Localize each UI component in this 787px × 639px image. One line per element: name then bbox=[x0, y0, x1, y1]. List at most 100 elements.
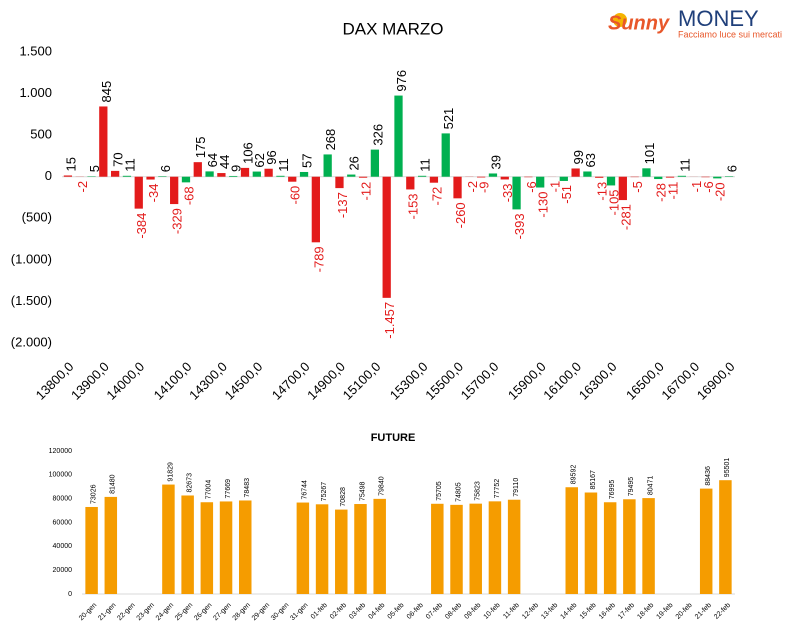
bar bbox=[219, 501, 233, 594]
data-label: -789 bbox=[311, 246, 326, 272]
x-tick-label: 28-gen bbox=[232, 602, 252, 622]
y-tick-label: (500) bbox=[22, 210, 52, 225]
x-tick-label: 16300,0 bbox=[576, 359, 620, 403]
data-label: -1 bbox=[547, 181, 562, 193]
bar bbox=[347, 174, 356, 177]
x-tick-label: 15-feb bbox=[579, 602, 598, 621]
data-label: 78483 bbox=[244, 478, 251, 498]
bar bbox=[394, 95, 403, 177]
data-label: -68 bbox=[181, 186, 196, 205]
data-label: -9 bbox=[477, 181, 492, 193]
data-label: 95501 bbox=[724, 458, 731, 478]
data-label: 106 bbox=[240, 142, 255, 164]
bar bbox=[85, 506, 98, 594]
x-tick-label: 02-feb bbox=[329, 602, 348, 621]
data-label: 845 bbox=[99, 81, 114, 103]
bar bbox=[595, 176, 604, 178]
x-tick-label: 24-gen bbox=[155, 602, 175, 622]
bar bbox=[354, 504, 367, 594]
data-label: 70 bbox=[111, 152, 126, 166]
data-label: -1.457 bbox=[382, 302, 397, 339]
data-label: 79840 bbox=[379, 476, 386, 496]
data-label: -5 bbox=[630, 181, 645, 193]
x-tick-label: 26-gen bbox=[193, 602, 213, 622]
data-label: -384 bbox=[134, 213, 149, 239]
bar bbox=[488, 501, 502, 594]
bar bbox=[181, 495, 194, 594]
bar bbox=[104, 496, 118, 594]
data-label: 77752 bbox=[494, 479, 501, 499]
x-tick-label: 13800,0 bbox=[33, 359, 77, 403]
data-label: -137 bbox=[335, 192, 350, 218]
data-label: -153 bbox=[406, 193, 421, 219]
x-tick-label: 16700,0 bbox=[658, 359, 702, 403]
data-label: 88436 bbox=[705, 466, 712, 486]
data-label: 75705 bbox=[436, 481, 443, 501]
data-label: -130 bbox=[536, 192, 551, 218]
x-tick-label: 14500,0 bbox=[222, 359, 266, 403]
bar bbox=[583, 171, 592, 177]
x-tick-label: 15500,0 bbox=[422, 359, 466, 403]
x-tick-label: 21-gen bbox=[97, 602, 117, 622]
bar bbox=[146, 176, 155, 180]
x-tick-label: 16100,0 bbox=[540, 359, 584, 403]
data-label: 74805 bbox=[455, 482, 462, 502]
x-tick-label: 23-gen bbox=[136, 602, 156, 622]
bar bbox=[477, 176, 486, 178]
data-label: 326 bbox=[370, 124, 385, 146]
bar bbox=[417, 175, 427, 177]
bar bbox=[699, 488, 713, 594]
data-label: 11 bbox=[418, 158, 433, 172]
x-tick-label: 16500,0 bbox=[623, 359, 667, 403]
data-label: -6 bbox=[701, 181, 716, 193]
data-label: -105 bbox=[606, 189, 621, 215]
bar bbox=[99, 106, 108, 177]
y-tick-label: 0 bbox=[45, 168, 52, 183]
data-label: 11 bbox=[677, 158, 692, 172]
y-tick-label: 60000 bbox=[53, 519, 73, 526]
bar bbox=[252, 171, 261, 177]
y-tick-label: 1.000 bbox=[19, 85, 52, 100]
x-tick-label: 01-feb bbox=[310, 602, 329, 621]
data-label: -2 bbox=[465, 181, 480, 193]
bar bbox=[373, 498, 386, 594]
bar bbox=[429, 176, 439, 183]
data-label: 73026 bbox=[90, 484, 97, 504]
data-label: 6 bbox=[158, 165, 173, 172]
bar bbox=[205, 171, 214, 177]
bar bbox=[488, 173, 498, 177]
bar bbox=[217, 173, 226, 177]
data-label: 79495 bbox=[628, 477, 635, 497]
data-label: 63 bbox=[583, 153, 598, 167]
x-tick-label: 15300,0 bbox=[387, 359, 431, 403]
x-tick-label: 15700,0 bbox=[458, 359, 502, 403]
bar bbox=[406, 176, 415, 190]
x-tick-label: 14700,0 bbox=[269, 359, 313, 403]
x-tick-label: 18-feb bbox=[636, 602, 655, 621]
data-label: 9 bbox=[229, 165, 244, 172]
bar bbox=[536, 176, 545, 188]
data-label: 175 bbox=[193, 136, 208, 158]
data-label: 15 bbox=[63, 157, 78, 171]
bar bbox=[110, 170, 120, 177]
y-tick-label: 40000 bbox=[53, 543, 73, 550]
bar bbox=[642, 168, 651, 177]
bar bbox=[565, 487, 578, 594]
x-tick-label: 29-gen bbox=[251, 602, 271, 622]
data-label: 44 bbox=[217, 155, 232, 169]
data-label: 39 bbox=[488, 155, 503, 169]
data-label: -20 bbox=[713, 182, 728, 201]
x-tick-label: 15900,0 bbox=[505, 359, 549, 403]
bar bbox=[239, 500, 252, 594]
data-label: -1 bbox=[689, 181, 704, 193]
bar bbox=[335, 509, 348, 594]
bar bbox=[122, 175, 132, 177]
y-tick-label: 80000 bbox=[53, 496, 73, 503]
data-label: 5 bbox=[87, 165, 102, 172]
bar bbox=[296, 502, 310, 594]
logo-sun bbox=[613, 13, 627, 27]
bar bbox=[335, 176, 344, 189]
bar bbox=[323, 154, 332, 177]
data-label: 11 bbox=[122, 158, 137, 172]
